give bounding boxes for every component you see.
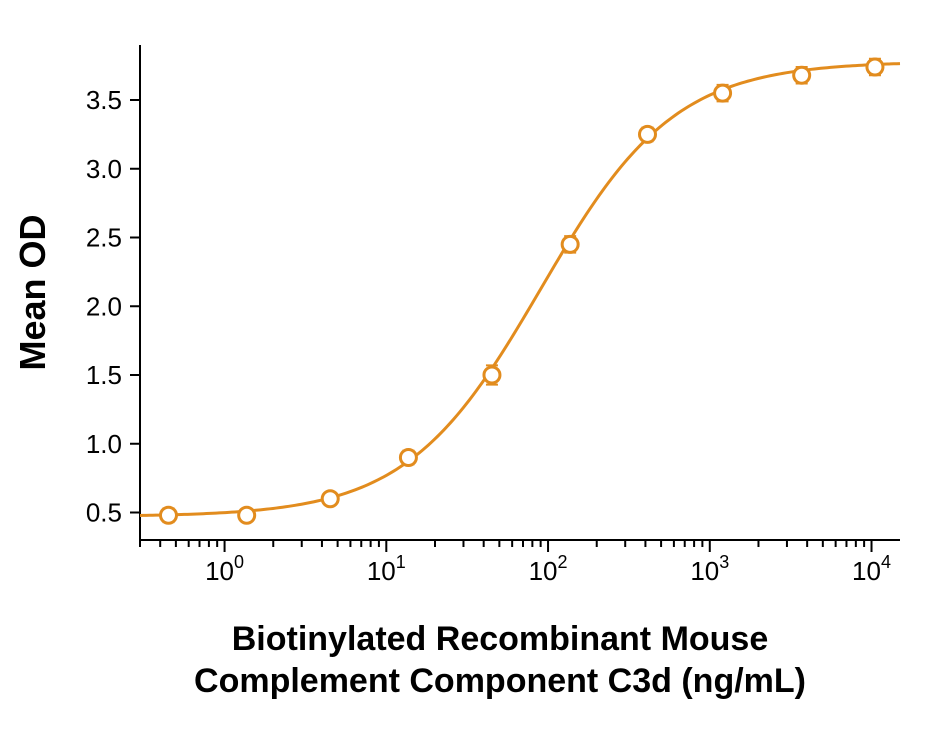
- data-point-marker: [484, 367, 500, 383]
- data-point-marker: [400, 450, 416, 466]
- y-tick-label: 3.5: [86, 85, 122, 115]
- data-point-marker: [160, 507, 176, 523]
- data-point-marker: [239, 507, 255, 523]
- y-tick-label: 2.5: [86, 223, 122, 253]
- data-point-marker: [867, 59, 883, 75]
- data-point-marker: [562, 236, 578, 252]
- y-tick-label: 0.5: [86, 498, 122, 528]
- data-point-marker: [794, 67, 810, 83]
- x-tick-label: 104: [852, 552, 891, 586]
- x-tick-label: 102: [529, 552, 568, 586]
- x-tick-label: 103: [690, 552, 729, 586]
- x-tick-label: 101: [367, 552, 406, 586]
- y-axis-title: Mean OD: [12, 214, 53, 370]
- x-axis-title-line1: Biotinylated Recombinant Mouse: [232, 620, 769, 658]
- y-tick-label: 1.0: [86, 429, 122, 459]
- data-point-marker: [639, 126, 655, 142]
- binding-curve-chart: 0.5 1.0 1.5 2.0 2.5 3.0 3.5 100 101 102 103 104 Mean…: [0, 0, 927, 736]
- x-tick-label: 100: [205, 552, 244, 586]
- y-tick-label: 2.0: [86, 291, 122, 321]
- y-tick-label: 1.5: [86, 360, 122, 390]
- chart-container: 0.5 1.0 1.5 2.0 2.5 3.0 3.5 100 101 102 103 104 Mean…: [0, 0, 927, 736]
- dose-response-curve: [140, 64, 900, 516]
- x-axis-title-line2: Complement Component C3d (ng/mL): [194, 662, 806, 700]
- data-point-marker: [322, 491, 338, 507]
- y-tick-label: 3.0: [86, 154, 122, 184]
- data-point-marker: [715, 85, 731, 101]
